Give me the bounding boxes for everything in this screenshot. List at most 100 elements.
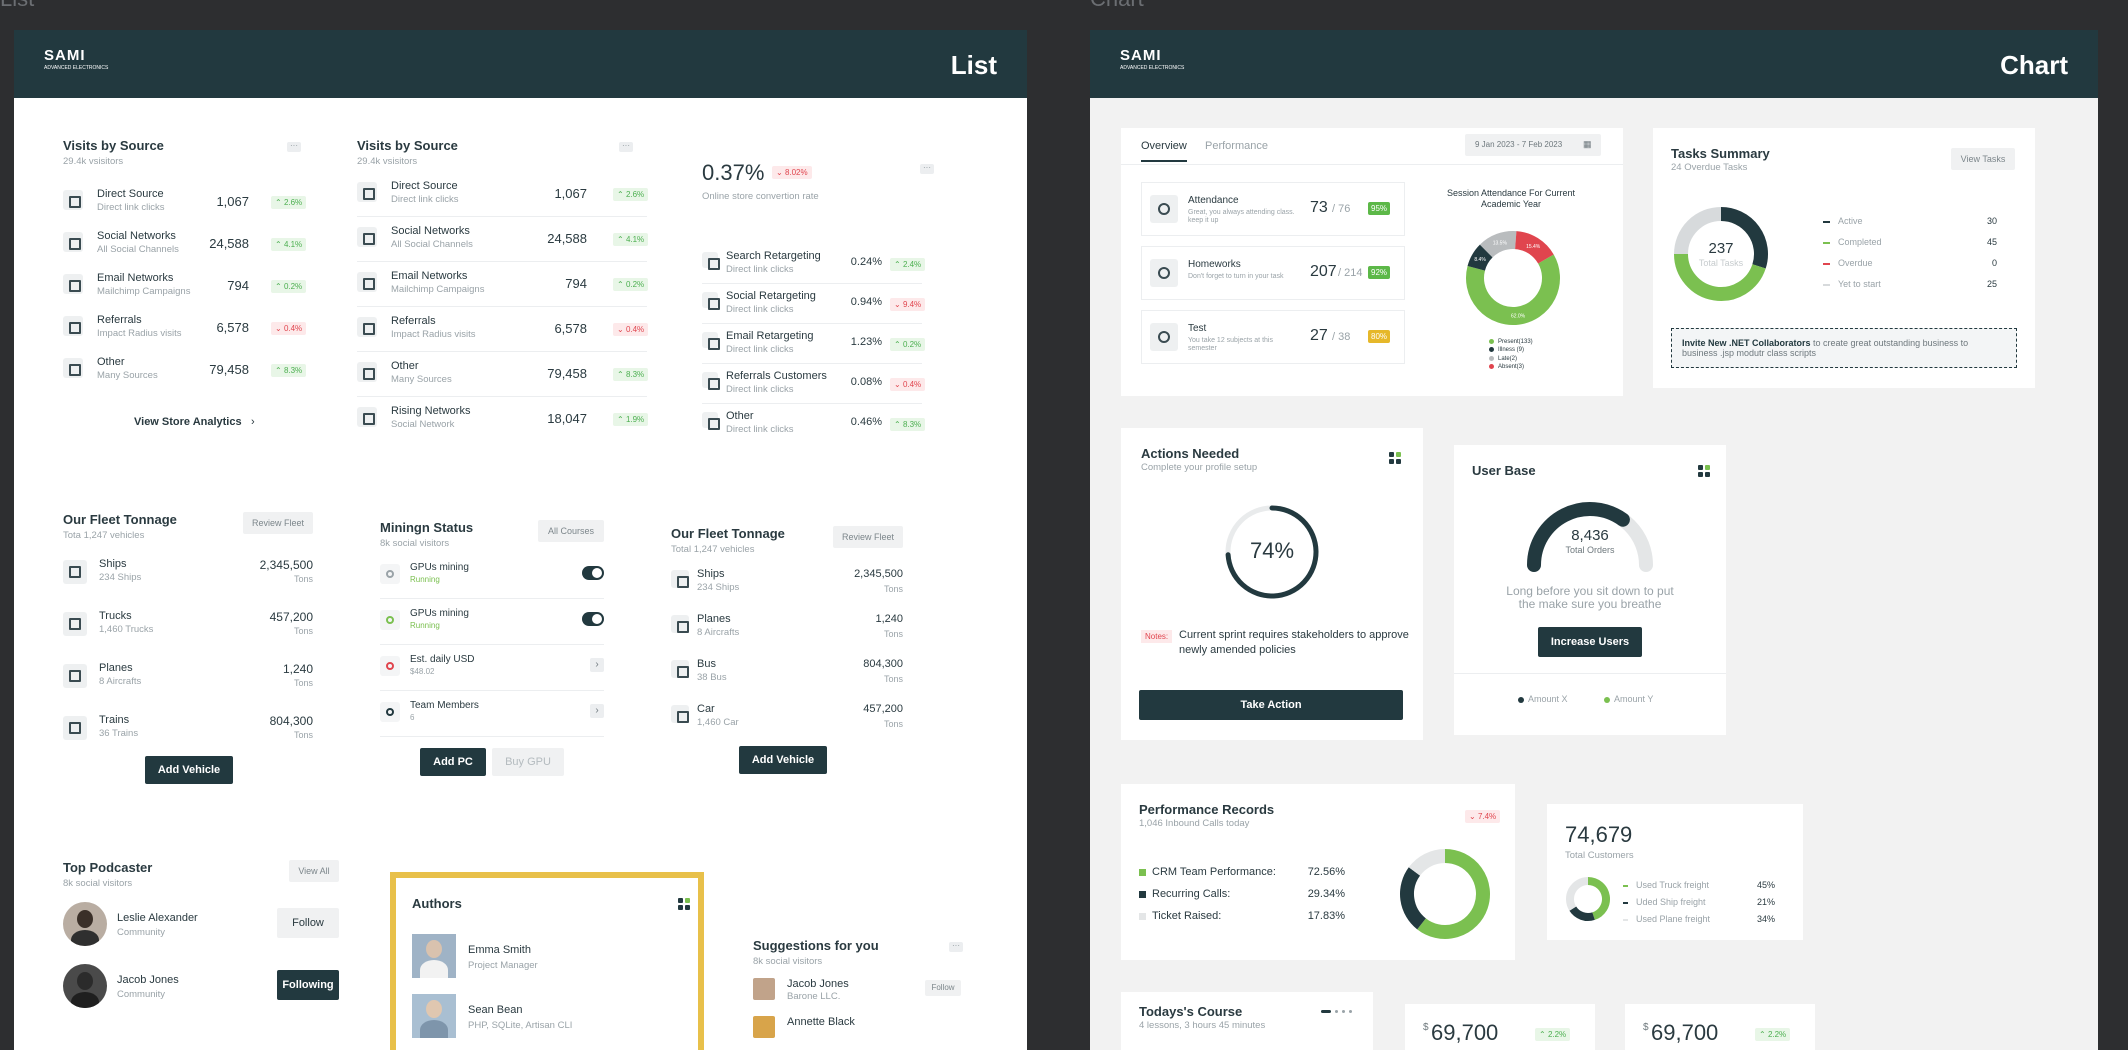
- actions-needed-card: Actions Needed Complete your profile set…: [1121, 428, 1423, 740]
- stat-row: Attendance Great, you always attending cl…: [1141, 182, 1405, 236]
- view-all-button[interactable]: View All: [289, 860, 339, 882]
- invite-banner[interactable]: Invite New .NET Collaborators to create …: [1671, 328, 2017, 368]
- chevron-right-icon[interactable]: ›: [590, 658, 604, 672]
- source-icon: [357, 227, 377, 247]
- customers-donut: [1566, 877, 1610, 921]
- page-title: Chart: [2000, 50, 2068, 80]
- donut-slice-label: 13.5%: [1493, 240, 1508, 246]
- source-name: Social Retargeting: [726, 290, 816, 302]
- source-value: 0.08%: [850, 376, 882, 388]
- card-subtitle: 8k social visitors: [63, 878, 133, 889]
- source-value: 0.46%: [850, 416, 882, 428]
- chevron-right-icon[interactable]: ›: [590, 704, 604, 718]
- donut-segment: [1467, 244, 1493, 272]
- customers-legend-value: 21%: [1756, 897, 1775, 907]
- performance-records-card: Performance Records 1,046 Inbound Calls …: [1121, 784, 1515, 960]
- source-icon: [702, 252, 720, 270]
- increase-users-button[interactable]: Increase Users: [1538, 627, 1642, 657]
- chart-panel: SAMI ADVANCED ELECTRONICS Chart Overview …: [1090, 30, 2098, 1050]
- legend-item: Present(133): [1489, 338, 1533, 346]
- tonnage-unit: Tons: [883, 719, 903, 729]
- add-pc-button[interactable]: Add PC: [420, 748, 486, 776]
- vehicle-tonnage: 457,200: [863, 703, 903, 715]
- card-title: Visits by Source: [357, 138, 458, 153]
- card-subtitle: 24 Overdue Tasks: [1671, 162, 1748, 173]
- add-vehicle-button[interactable]: Add Vehicle: [739, 746, 827, 774]
- review-fleet-button[interactable]: Review Fleet: [243, 512, 313, 534]
- grid-icon[interactable]: [1698, 465, 1710, 477]
- follow-button[interactable]: Follow: [925, 980, 961, 996]
- card-subtitle: Tota 1,247 vehicles: [63, 530, 145, 541]
- carousel-dots[interactable]: [1321, 1010, 1357, 1014]
- currency-symbol: $: [1423, 1022, 1429, 1033]
- card-subtitle: Total Customers: [1565, 850, 1634, 861]
- source-sub: Mailchimp Campaigns: [97, 286, 191, 297]
- grid-icon[interactable]: [678, 898, 690, 910]
- customers-legend-value: 45%: [1756, 880, 1775, 890]
- date-range-picker[interactable]: 9 Jan 2023 - 7 Feb 2023 ▦: [1465, 134, 1601, 156]
- donut-segment: [1514, 231, 1554, 264]
- tab-overview[interactable]: Overview: [1141, 140, 1187, 152]
- more-icon[interactable]: ···: [287, 142, 301, 152]
- list-panel: SAMI ADVANCED ELECTRONICS List Visits by …: [14, 30, 1027, 1050]
- vehicle-tonnage: 2,345,500: [854, 568, 903, 580]
- vehicle-icon: [63, 560, 87, 584]
- mini-stat-change: ⌃ 2.2%: [1535, 1028, 1571, 1041]
- source-icon: [702, 372, 720, 390]
- progress-arc: [1225, 505, 1319, 599]
- all-courses-button[interactable]: All Courses: [538, 520, 604, 542]
- source-name: Social Networks: [391, 225, 470, 237]
- sami-logo: SAMI ADVANCED ELECTRONICS: [1120, 47, 1185, 71]
- tab-performance[interactable]: Performance: [1205, 140, 1268, 152]
- stat-icon: [1150, 259, 1178, 287]
- source-icon: [357, 407, 377, 427]
- view-store-analytics-link[interactable]: View Store Analytics: [134, 416, 242, 428]
- author-role: Project Manager: [468, 960, 538, 971]
- source-name: Other: [391, 360, 419, 372]
- mining-toggle[interactable]: [582, 612, 604, 626]
- more-icon[interactable]: ···: [920, 164, 934, 174]
- change-badge: ⌃ 2.6%: [271, 196, 307, 209]
- follow-button[interactable]: Follow: [277, 908, 339, 938]
- visits-card-1: Visits by Source 29.4k vsisitors ··· Dir…: [63, 138, 307, 428]
- donut-segment: [1720, 207, 1768, 269]
- donut-segment: [1674, 207, 1722, 255]
- fleet-card-2: Our Fleet Tonnage Total 1,247 vehicles R…: [671, 526, 911, 816]
- donut-segment: [1466, 254, 1560, 325]
- following-button[interactable]: Following: [277, 970, 339, 1000]
- task-legend-value: 25: [1986, 279, 1997, 289]
- card-title: Miningn Status: [380, 520, 474, 535]
- donut-segment: [1569, 906, 1595, 921]
- performance-legend-item: CRM Team Performance:: [1139, 866, 1276, 878]
- source-sub: Many Sources: [97, 370, 158, 381]
- calendar-icon: ▦: [1583, 139, 1592, 149]
- source-value: 6,578: [216, 320, 249, 335]
- change-badge: ⌄ 0.4%: [613, 323, 649, 336]
- source-sub: Direct link clicks: [391, 194, 459, 205]
- buy-gpu-button[interactable]: Buy GPU: [492, 748, 564, 776]
- more-icon[interactable]: ···: [619, 142, 633, 152]
- source-sub: All Social Channels: [97, 244, 179, 255]
- stat-row: Test You take 12 subjects at this semeste…: [1141, 310, 1405, 364]
- mining-item-name: GPUs mining: [410, 608, 469, 619]
- donut-segment: [1674, 253, 1766, 301]
- vehicle-icon: [671, 705, 689, 723]
- donut-segment: [1417, 849, 1490, 939]
- gauge-fill: [1527, 502, 1630, 572]
- take-action-button[interactable]: Take Action: [1139, 690, 1403, 720]
- suggestion-photo: [753, 978, 775, 1000]
- mining-toggle[interactable]: [582, 566, 604, 580]
- change-badge: ⌃ 2.4%: [890, 258, 926, 271]
- more-icon[interactable]: ···: [949, 942, 963, 952]
- source-value: 1,067: [554, 186, 587, 201]
- mining-item-name: Team Members: [410, 700, 479, 711]
- stat-name: Attendance: [1188, 195, 1239, 206]
- grid-icon[interactable]: [1389, 452, 1401, 464]
- view-tasks-button[interactable]: View Tasks: [1951, 148, 2015, 170]
- review-fleet-button[interactable]: Review Fleet: [833, 526, 903, 548]
- card-title: Top Podcaster: [63, 860, 153, 875]
- card-title: Our Fleet Tonnage: [671, 526, 785, 541]
- add-vehicle-button[interactable]: Add Vehicle: [145, 756, 233, 784]
- donut-slice-label: 15.4%: [1526, 244, 1541, 250]
- legend-amount-x: Amount X: [1518, 694, 1568, 704]
